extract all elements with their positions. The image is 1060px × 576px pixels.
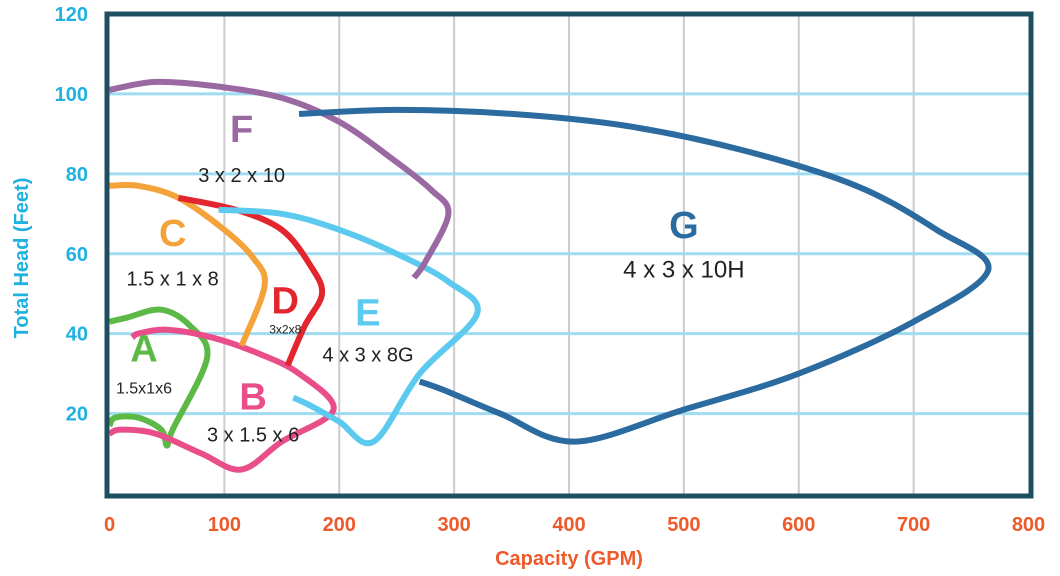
x-tick-label: 200 <box>323 514 356 536</box>
curve-model-e: 4 x 3 x 8G <box>322 345 413 367</box>
curve-letter-c: C <box>159 213 186 255</box>
curve-model-c: 1.5 x 1 x 8 <box>127 269 219 291</box>
y-tick-label: 60 <box>66 244 88 266</box>
x-axis-title: Capacity (GPM) <box>495 548 643 570</box>
x-tick-label: 700 <box>897 514 930 536</box>
curve-c <box>109 181 268 347</box>
curve-model-g: 4 x 3 x 10H <box>623 257 744 284</box>
curve-letter-b: B <box>239 377 266 419</box>
curve-g <box>298 106 992 445</box>
y-tick-label: 20 <box>66 404 88 426</box>
curve-model-b: 3 x 1.5 x 6 <box>207 425 299 447</box>
curve-letter-a: A <box>130 329 157 371</box>
x-tick-label: 500 <box>667 514 700 536</box>
curve-b <box>108 326 337 473</box>
y-axis-title: Total Head (Feet) <box>11 178 33 339</box>
curve-model-a: 1.5x1x6 <box>116 381 172 398</box>
x-tick-label: 100 <box>208 514 241 536</box>
pump-curves <box>106 78 992 473</box>
curve-f <box>108 78 452 280</box>
plot-frame <box>104 11 1034 499</box>
curve-e <box>218 206 481 447</box>
curve-letter-d: D <box>272 281 299 323</box>
curve-model-d: 3x2x8 <box>269 323 301 337</box>
curve-letter-g: G <box>669 205 699 247</box>
x-tick-label: 0 <box>104 514 115 536</box>
x-tick-label: 600 <box>782 514 815 536</box>
curve-letter-e: E <box>355 293 380 335</box>
y-tick-label: 40 <box>66 324 88 346</box>
curve-model-f: 3 x 2 x 10 <box>198 165 285 187</box>
y-axis-ticks: 20 40 60 80 100 120 <box>55 4 88 426</box>
y-tick-label: 100 <box>55 84 88 106</box>
curve-letter-f: F <box>230 109 253 151</box>
x-tick-label: 400 <box>552 514 585 536</box>
y-tick-label: 120 <box>55 4 88 26</box>
x-tick-label: 800 <box>1012 514 1045 536</box>
x-tick-label: 300 <box>437 514 470 536</box>
y-tick-label: 80 <box>66 164 88 186</box>
curve-a <box>106 306 211 449</box>
x-axis-ticks: 0 100 200 300 400 500 600 700 800 <box>104 514 1045 536</box>
